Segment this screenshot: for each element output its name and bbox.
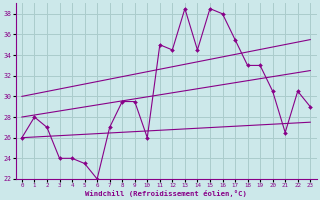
X-axis label: Windchill (Refroidissement éolien,°C): Windchill (Refroidissement éolien,°C) xyxy=(85,190,247,197)
